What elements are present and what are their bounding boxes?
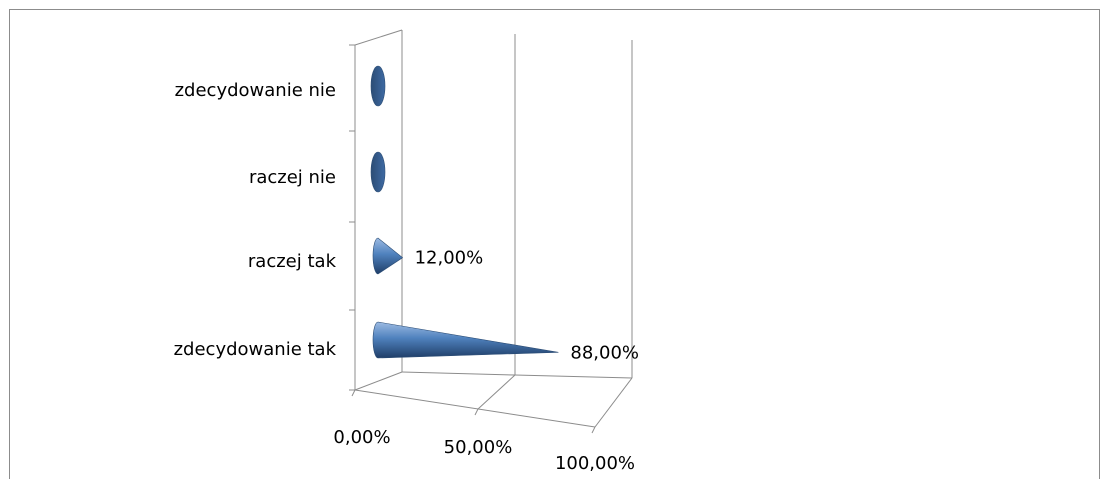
back-wall-top-edge (354, 29, 403, 46)
x-tick-label-0: 0,00% (333, 427, 390, 448)
floor-right-edge (594, 377, 633, 428)
x-tick-labels: 0,00% 50,00% 100,00% (333, 427, 635, 474)
cone-raczej-tak (372, 237, 404, 275)
category-label-zdecydowanie-tak: zdecydowanie tak (174, 339, 337, 360)
category-label-raczej-tak: raczej tak (248, 251, 337, 272)
data-labels: 12,00% 88,00% (415, 248, 639, 364)
chart-gridlines (354, 29, 633, 428)
x-tick-label-1: 50,00% (444, 437, 513, 458)
chart-frame (9, 9, 1100, 479)
floor-left-edge (354, 371, 403, 391)
cone-raczej-nie (370, 151, 386, 193)
category-label-zdecydowanie-nie: zdecydowanie nie (175, 80, 336, 101)
data-label-zdecydowanie-tak: 88,00% (570, 342, 639, 363)
x-tick-1 (474, 408, 479, 416)
data-label-raczej-tak: 12,00% (415, 248, 484, 269)
y-axis-ticks (349, 44, 355, 391)
floor-back-edge (401, 371, 516, 376)
x-tick-2 (591, 426, 596, 434)
category-labels: zdecydowanie nie raczej nie raczej tak zdec… (174, 80, 337, 360)
cone-zdecydowanie-nie (370, 65, 386, 107)
x-tick-label-2: 100,00% (555, 453, 635, 474)
floor-mid-edge (477, 374, 516, 410)
cone-series (370, 65, 559, 359)
x-tick-0 (351, 389, 356, 397)
cone-zdecydowanie-tak (372, 321, 559, 359)
x-axis-ticks (351, 389, 596, 434)
floor-back-right-edge (514, 374, 633, 379)
floor-front-edge (354, 389, 596, 428)
category-label-raczej-nie: raczej nie (249, 167, 336, 188)
